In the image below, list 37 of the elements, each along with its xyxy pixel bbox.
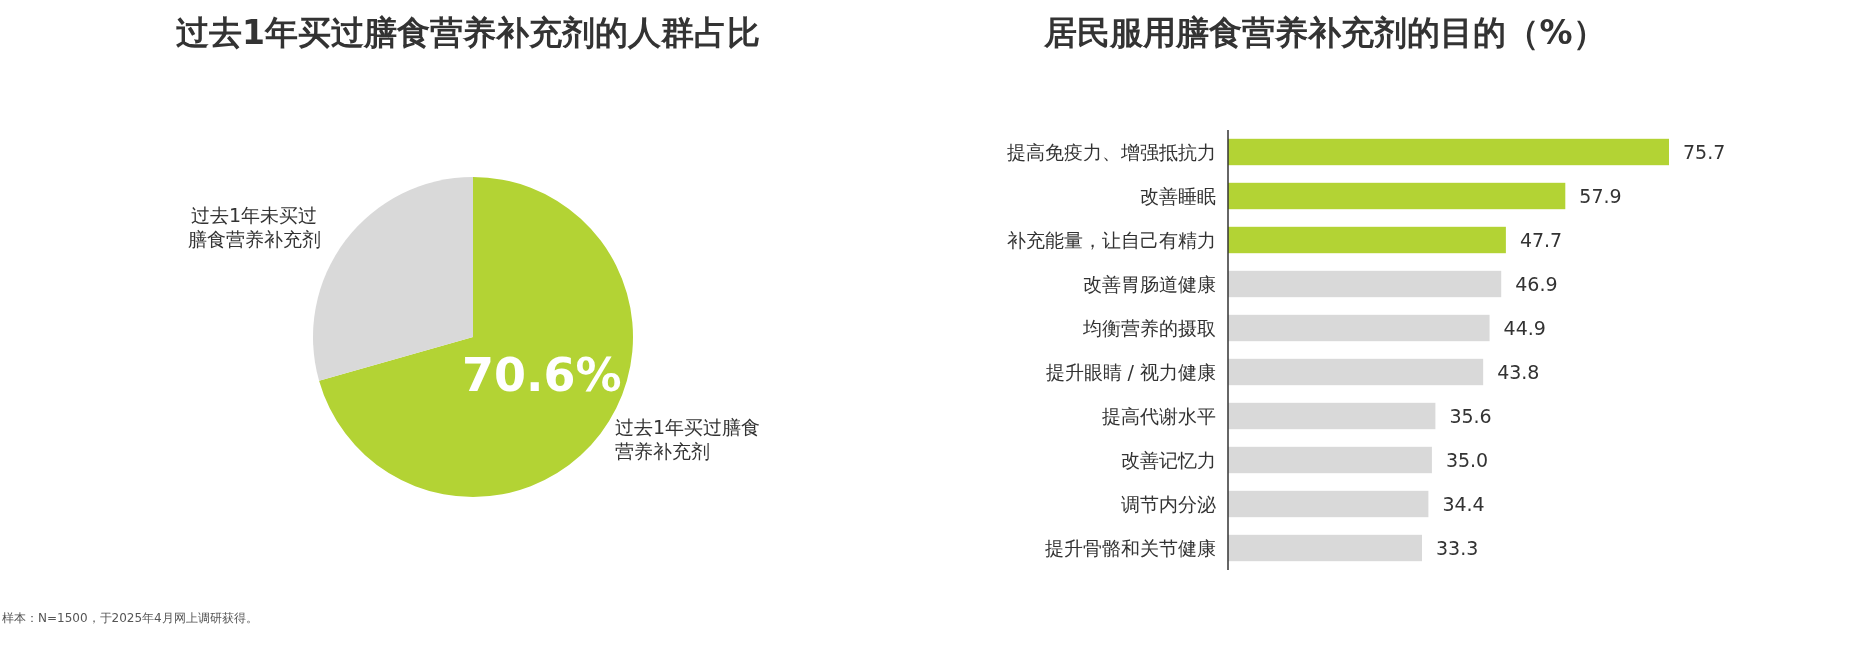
data-label: 70.6% [462, 348, 622, 403]
bar [1228, 358, 1484, 386]
pie-slice [319, 177, 633, 497]
bar [1228, 402, 1436, 430]
y-tick-label: 改善胃肠道健康 [1083, 273, 1216, 295]
chart-title: 过去1年买过膳食营养补充剂的人群占比 [176, 13, 760, 52]
text: 样本：N=1500，于2025年4月网上调研获得。 [2, 611, 258, 625]
data-label: 35.0 [1445, 449, 1489, 471]
bar [1228, 534, 1422, 562]
data-label: 57.9 [1579, 185, 1622, 207]
bar [1228, 314, 1490, 342]
bar [1228, 138, 1669, 166]
data-label: 75.7 [1683, 141, 1726, 163]
data-label: 43.8 [1497, 361, 1540, 383]
y-tick-label: 提高免疫力、增强抵抗力 [1007, 141, 1216, 163]
y-tick-label: 均衡营养的摄取 [1082, 317, 1216, 339]
bar [1228, 270, 1502, 298]
data-label: 46.9 [1515, 273, 1558, 295]
data-label: 34.4 [1442, 493, 1485, 515]
y-tick-label: 提高代谢水平 [1102, 405, 1216, 427]
bar [1228, 446, 1432, 474]
data-label: 47.7 [1519, 229, 1563, 251]
slice-label: 过去1年未买过膳食营养补充剂 [187, 204, 321, 250]
data-label: 33.3 [1435, 537, 1479, 559]
bar [1228, 226, 1506, 254]
slice-label: 过去1年买过膳食营养补充剂 [615, 416, 761, 462]
y-tick-label: 补充能量，让自己有精力 [1007, 229, 1216, 251]
bar [1228, 182, 1566, 210]
y-tick-label: 提升眼睛 / 视力健康 [1045, 361, 1216, 383]
y-tick-label: 提升骨骼和关节健康 [1045, 537, 1216, 559]
bar [1228, 490, 1429, 518]
y-tick-label: 调节内分泌 [1121, 493, 1216, 515]
data-label: 44.9 [1503, 317, 1546, 339]
data-label: 35.6 [1449, 405, 1492, 427]
chart-title: 居民服用膳食营养补充剂的目的（%） [1043, 13, 1606, 52]
y-tick-label: 改善睡眠 [1140, 185, 1216, 207]
y-tick-label: 改善记忆力 [1121, 449, 1216, 471]
